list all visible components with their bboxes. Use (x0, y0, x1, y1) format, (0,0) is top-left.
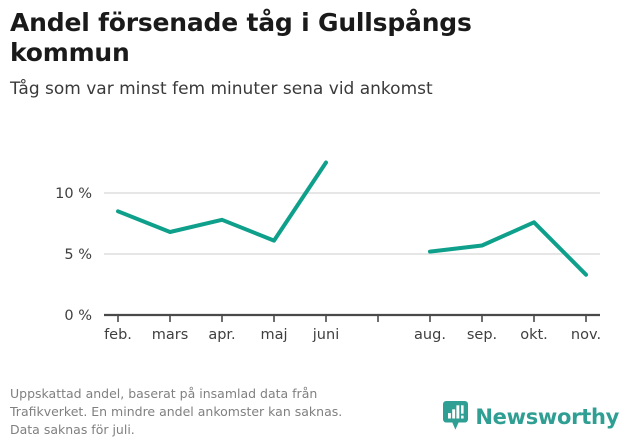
x-axis-ticks (117, 315, 587, 322)
y-axis-tick-label: 10 % (55, 186, 92, 202)
data-series-line (116, 160, 588, 277)
page-title: Andel försenade tåg i Gullspångs kommun (10, 8, 472, 67)
x-axis-tick-label: okt. (520, 327, 548, 343)
x-axis-tick-label: apr. (208, 327, 235, 343)
y-axis-tick-label: 5 % (64, 247, 92, 263)
x-axis-tick-label: nov. (571, 327, 601, 343)
x-axis-tick-label: mars (152, 327, 189, 343)
brand-name: Newsworthy (475, 405, 619, 429)
x-axis-tick-label: juni (312, 327, 339, 343)
x-axis-tick-label: sep. (467, 327, 497, 343)
x-axis-tick-label: aug. (414, 327, 446, 343)
newsworthy-bubble-bar-chart-icon (443, 401, 469, 434)
chart-footer: Uppskattad andel, baserat på insamlad da… (0, 377, 631, 439)
y-axis-tick-labels: 0 % 5 % 10 % (55, 186, 92, 324)
chart-header: Andel försenade tåg i Gullspångs kommun … (0, 0, 631, 99)
line-chart-svg: 0 % 5 % 10 % feb. mars apr. maj juni aug. sep. ok… (55, 160, 601, 343)
x-axis-tick-labels: feb. mars apr. maj juni aug. sep. okt. nov. (104, 327, 601, 343)
y-axis-tick-label: 0 % (64, 308, 92, 324)
gridlines (104, 192, 600, 255)
chart-subtitle: Tåg som var minst fem minuter sena vid a… (10, 79, 433, 99)
series-line-segment (116, 160, 328, 243)
newsworthy-logo[interactable]: Newsworthy (443, 401, 619, 434)
x-axis-tick-label: maj (260, 327, 287, 343)
chart-plot-area: 0 % 5 % 10 % feb. mars apr. maj juni aug. sep. ok… (0, 140, 631, 365)
x-axis-tick-label: feb. (104, 327, 132, 343)
source-note: Uppskattad andel, baserat på insamlad da… (10, 386, 343, 437)
series-line-segment (428, 220, 588, 277)
